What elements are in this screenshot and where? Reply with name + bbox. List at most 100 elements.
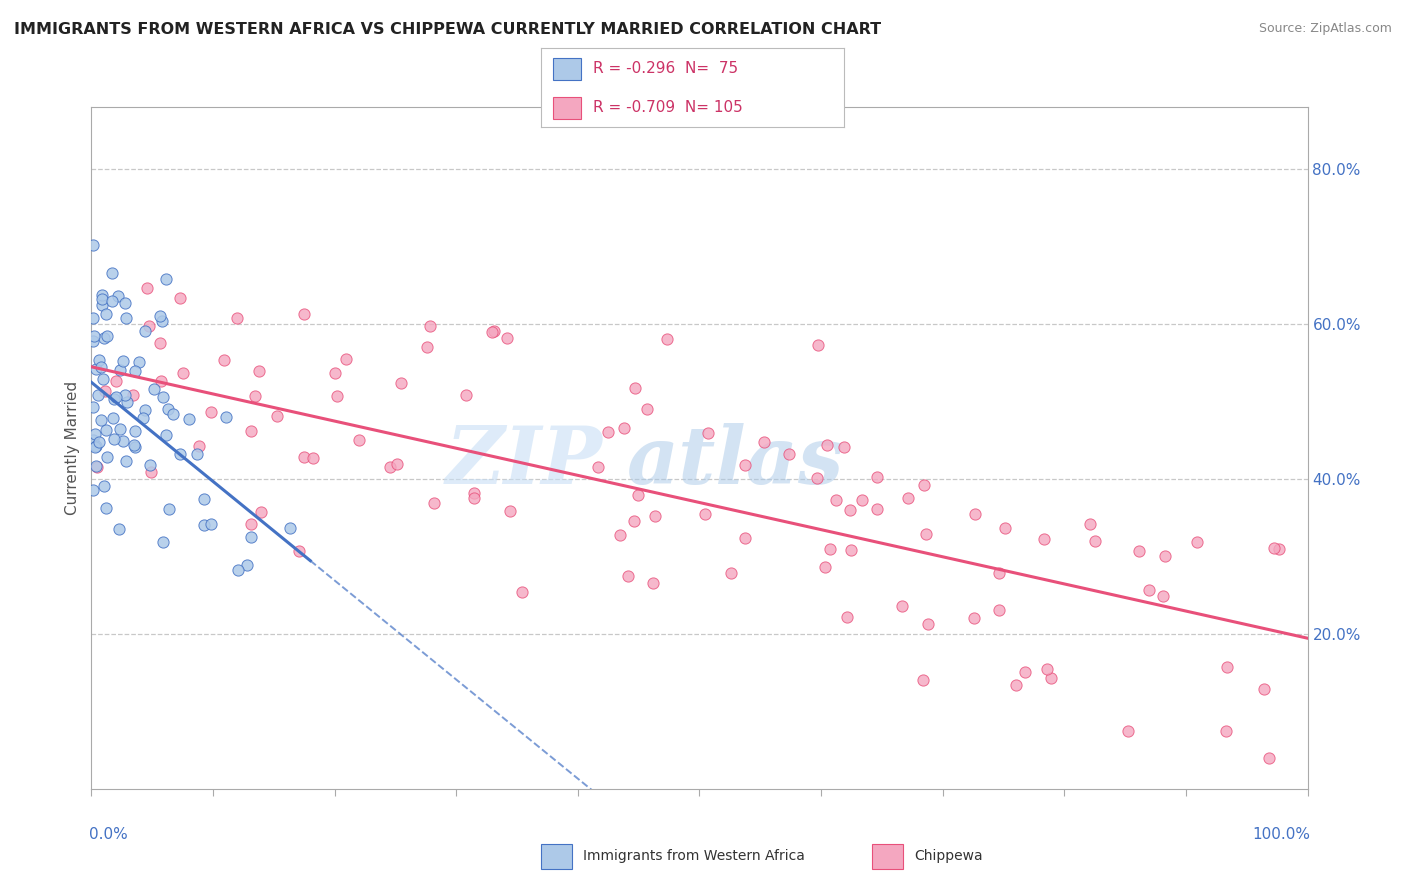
Point: [734, 531, 756, 545]
Point: [138, 319, 160, 334]
Point: [292, 306, 315, 320]
Point: [162, 407, 184, 421]
Point: [1014, 665, 1036, 679]
Point: [115, 395, 138, 409]
Point: [911, 673, 934, 687]
Point: [96, 450, 118, 465]
Point: [177, 412, 200, 426]
Point: [1078, 517, 1101, 532]
Point: [226, 563, 249, 577]
Point: [586, 459, 609, 474]
Point: [1032, 532, 1054, 546]
Point: [91, 372, 114, 386]
Text: R = -0.296  N=  75: R = -0.296 N= 75: [593, 61, 738, 76]
Point: [134, 324, 156, 338]
Point: [389, 376, 412, 391]
Point: [463, 491, 485, 506]
Point: [124, 364, 146, 378]
Point: [1258, 751, 1281, 765]
Point: [152, 535, 174, 549]
Point: [752, 434, 775, 449]
Point: [240, 516, 263, 531]
Point: [807, 338, 830, 352]
Point: [235, 558, 257, 572]
Point: [1215, 724, 1237, 739]
Point: [596, 425, 619, 439]
Point: [212, 353, 235, 368]
Point: [917, 616, 939, 631]
Point: [963, 611, 986, 625]
Text: Source: ZipAtlas.com: Source: ZipAtlas.com: [1258, 22, 1392, 36]
Point: [150, 314, 173, 328]
Point: [734, 458, 756, 472]
Point: [124, 440, 146, 454]
Point: [200, 404, 222, 418]
Point: [100, 266, 122, 280]
Point: [172, 366, 194, 380]
Point: [1084, 533, 1107, 548]
Point: [134, 403, 156, 417]
Point: [83, 329, 105, 343]
Point: [82, 483, 104, 497]
Point: [641, 575, 664, 590]
Point: [1263, 541, 1285, 555]
Point: [1152, 589, 1174, 603]
Point: [128, 354, 150, 368]
Point: [693, 507, 716, 521]
Point: [93, 330, 115, 344]
Point: [114, 296, 136, 310]
Point: [82, 401, 104, 415]
Point: [114, 310, 136, 325]
Point: [496, 331, 519, 345]
Point: [266, 409, 288, 424]
Point: [720, 566, 742, 581]
Point: [1005, 678, 1028, 692]
Point: [278, 521, 301, 535]
Point: [484, 324, 506, 338]
Point: [94, 384, 117, 399]
Point: [1036, 662, 1059, 676]
Point: [200, 517, 222, 532]
Point: [90, 298, 112, 312]
Point: [96, 423, 118, 437]
Point: [994, 520, 1017, 534]
Point: [1187, 535, 1209, 549]
Point: [245, 389, 267, 403]
Point: [814, 560, 837, 574]
Point: [110, 422, 132, 436]
Point: [988, 603, 1011, 617]
Point: [385, 458, 408, 472]
Point: [1253, 682, 1275, 697]
Point: [239, 425, 262, 439]
Point: [169, 291, 191, 305]
Point: [114, 454, 136, 468]
Point: [818, 542, 841, 557]
Point: [83, 441, 105, 455]
Point: [149, 336, 172, 351]
Point: [104, 390, 127, 404]
Point: [349, 433, 371, 447]
Point: [655, 332, 678, 346]
Point: [84, 439, 107, 453]
Point: [288, 544, 311, 558]
Point: [91, 287, 114, 301]
Point: [891, 599, 914, 613]
Point: [186, 447, 208, 461]
Point: [193, 517, 215, 532]
Point: [1216, 660, 1239, 674]
Point: [1137, 582, 1160, 597]
Point: [142, 382, 165, 396]
Text: atlas: atlas: [627, 423, 844, 500]
Point: [378, 459, 401, 474]
Point: [122, 388, 145, 402]
Point: [841, 542, 863, 557]
Point: [423, 496, 446, 510]
Point: [250, 505, 273, 519]
Point: [226, 310, 249, 325]
Point: [169, 447, 191, 461]
Point: [456, 387, 478, 401]
Point: [897, 491, 920, 505]
Point: [114, 388, 136, 402]
Point: [239, 530, 262, 544]
Text: ZIP: ZIP: [446, 423, 602, 500]
